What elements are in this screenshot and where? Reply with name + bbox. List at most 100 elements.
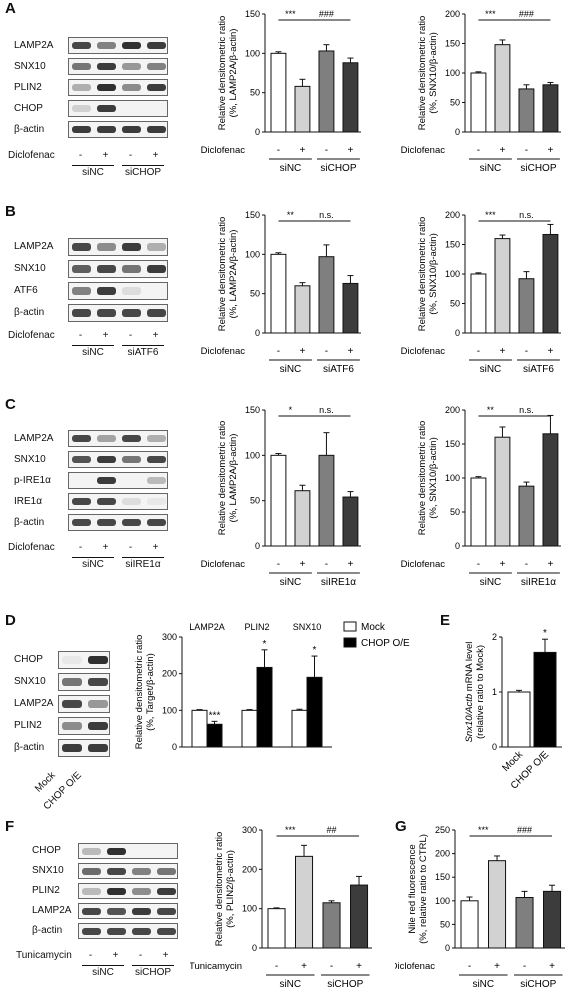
y-tick-label: 200 bbox=[435, 849, 450, 859]
blot-band bbox=[97, 62, 116, 71]
group-label: siNC bbox=[280, 364, 302, 375]
y-tick-label: 200 bbox=[445, 210, 460, 220]
blot-label-snx10: SNX10 bbox=[14, 263, 46, 274]
group-label: siNC bbox=[82, 167, 104, 178]
blot-band bbox=[107, 867, 126, 875]
group-underline bbox=[122, 165, 164, 166]
treatment-sign: + bbox=[500, 346, 506, 357]
blot-band bbox=[72, 287, 91, 295]
bar bbox=[206, 723, 223, 748]
treatment-sign: + bbox=[300, 346, 306, 357]
blot-band bbox=[122, 497, 141, 506]
y-tick-label: 0 bbox=[455, 541, 460, 551]
significance-label: ### bbox=[319, 9, 334, 19]
treatment-sign: - bbox=[477, 346, 480, 357]
blot-strip bbox=[68, 260, 168, 278]
blot-band bbox=[147, 476, 166, 485]
y-tick-label: 50 bbox=[440, 919, 450, 929]
blot-band bbox=[88, 744, 108, 752]
treatment-sign: + bbox=[494, 961, 500, 972]
blot-band bbox=[88, 700, 108, 708]
blot-band bbox=[62, 722, 82, 730]
group-label: siATF6 bbox=[523, 364, 554, 375]
bar bbox=[342, 282, 359, 334]
bar bbox=[318, 50, 335, 133]
panel-letter-f: F bbox=[5, 818, 15, 835]
panel-letter-c: C bbox=[5, 396, 16, 413]
group-label: siCHOP bbox=[320, 163, 356, 174]
treatment-sign: + bbox=[548, 346, 554, 357]
blot-band bbox=[72, 434, 91, 443]
treatment-sign: - bbox=[128, 542, 133, 553]
significance-label: *** bbox=[485, 9, 496, 19]
significance-label: *** bbox=[478, 825, 489, 835]
blot-band bbox=[82, 927, 101, 935]
blot-label-plin2: PLIN2 bbox=[14, 81, 42, 93]
y-tick-label: 100 bbox=[445, 473, 460, 483]
blot-strip bbox=[68, 58, 168, 75]
blot-band bbox=[157, 867, 176, 875]
bar bbox=[515, 896, 534, 949]
blot-band bbox=[132, 867, 151, 875]
blot-strip bbox=[68, 121, 168, 138]
blot-band bbox=[157, 887, 176, 895]
blot-label-plin2: PLIN2 bbox=[14, 720, 42, 731]
blot-band bbox=[72, 309, 91, 317]
legend-swatch bbox=[343, 637, 357, 648]
treatment-sign: - bbox=[277, 346, 280, 357]
chart-c-snx10: 0 50 100 150 200 Relative densitometric ratio… bbox=[401, 405, 561, 588]
blot-strip bbox=[58, 717, 110, 735]
y-tick-label: 100 bbox=[435, 896, 450, 906]
y-tick-label: 50 bbox=[250, 88, 260, 98]
treatment-label: Tunicamycin bbox=[190, 961, 242, 972]
y-tick-label: 200 bbox=[162, 669, 177, 679]
significance-label: * bbox=[543, 628, 547, 639]
bar bbox=[270, 454, 287, 547]
bar bbox=[294, 85, 311, 133]
blot-strip bbox=[58, 673, 110, 691]
blot-band bbox=[122, 83, 141, 92]
bar bbox=[542, 433, 559, 547]
significance-label: n.s. bbox=[319, 405, 334, 415]
bar bbox=[543, 890, 562, 949]
y-axis-label: Relative densitometric ratio bbox=[417, 421, 428, 536]
blot-band bbox=[122, 518, 141, 527]
blot-band bbox=[97, 104, 116, 113]
treatment-sign: + bbox=[548, 559, 554, 570]
blot-label-chop: CHOP bbox=[14, 654, 43, 665]
bar bbox=[322, 902, 341, 949]
y-tick-label: 150 bbox=[445, 39, 460, 49]
group-underline bbox=[82, 965, 124, 966]
y-tick-label: 150 bbox=[245, 210, 260, 220]
blot-strip bbox=[78, 883, 178, 899]
blot-band bbox=[132, 907, 151, 915]
blot-label-lamp2a: LAMP2A bbox=[14, 241, 54, 252]
blot-band bbox=[107, 887, 126, 895]
blot-label-lamp2a: LAMP2A bbox=[14, 698, 54, 709]
treatment-sign: + bbox=[102, 150, 109, 161]
group-label: siIRE1α bbox=[321, 577, 356, 588]
blot-band bbox=[97, 309, 116, 317]
group-label: siNC bbox=[279, 979, 301, 990]
bar bbox=[494, 44, 511, 133]
blot-band bbox=[72, 243, 91, 251]
treatment-sign: + bbox=[102, 542, 109, 553]
chart-e-mrna: 0 1 2 Snx10/Actb mRNA level (relative ratio … bbox=[464, 628, 562, 792]
treatment-label: Diclofenac bbox=[8, 542, 55, 553]
blot-strip bbox=[78, 863, 178, 879]
y-axis-label: Relative densitometric ratio bbox=[217, 16, 228, 131]
treatment-sign: - bbox=[523, 961, 526, 972]
bar bbox=[350, 884, 369, 949]
blot-strip bbox=[68, 472, 168, 489]
treatment-sign: + bbox=[549, 961, 555, 972]
blot-strip bbox=[68, 282, 168, 300]
blot-label--actin: β-actin bbox=[14, 307, 45, 318]
blot-band bbox=[62, 744, 82, 752]
treatment-sign: + bbox=[301, 961, 307, 972]
y-tick-label: 100 bbox=[245, 450, 260, 460]
blot-band bbox=[147, 243, 166, 251]
blot-band bbox=[72, 62, 91, 71]
bar bbox=[542, 84, 559, 133]
blot-band bbox=[82, 907, 101, 915]
chart-d-target: 0 100 200 300 Relative densitometric ratio (%… bbox=[134, 621, 410, 752]
